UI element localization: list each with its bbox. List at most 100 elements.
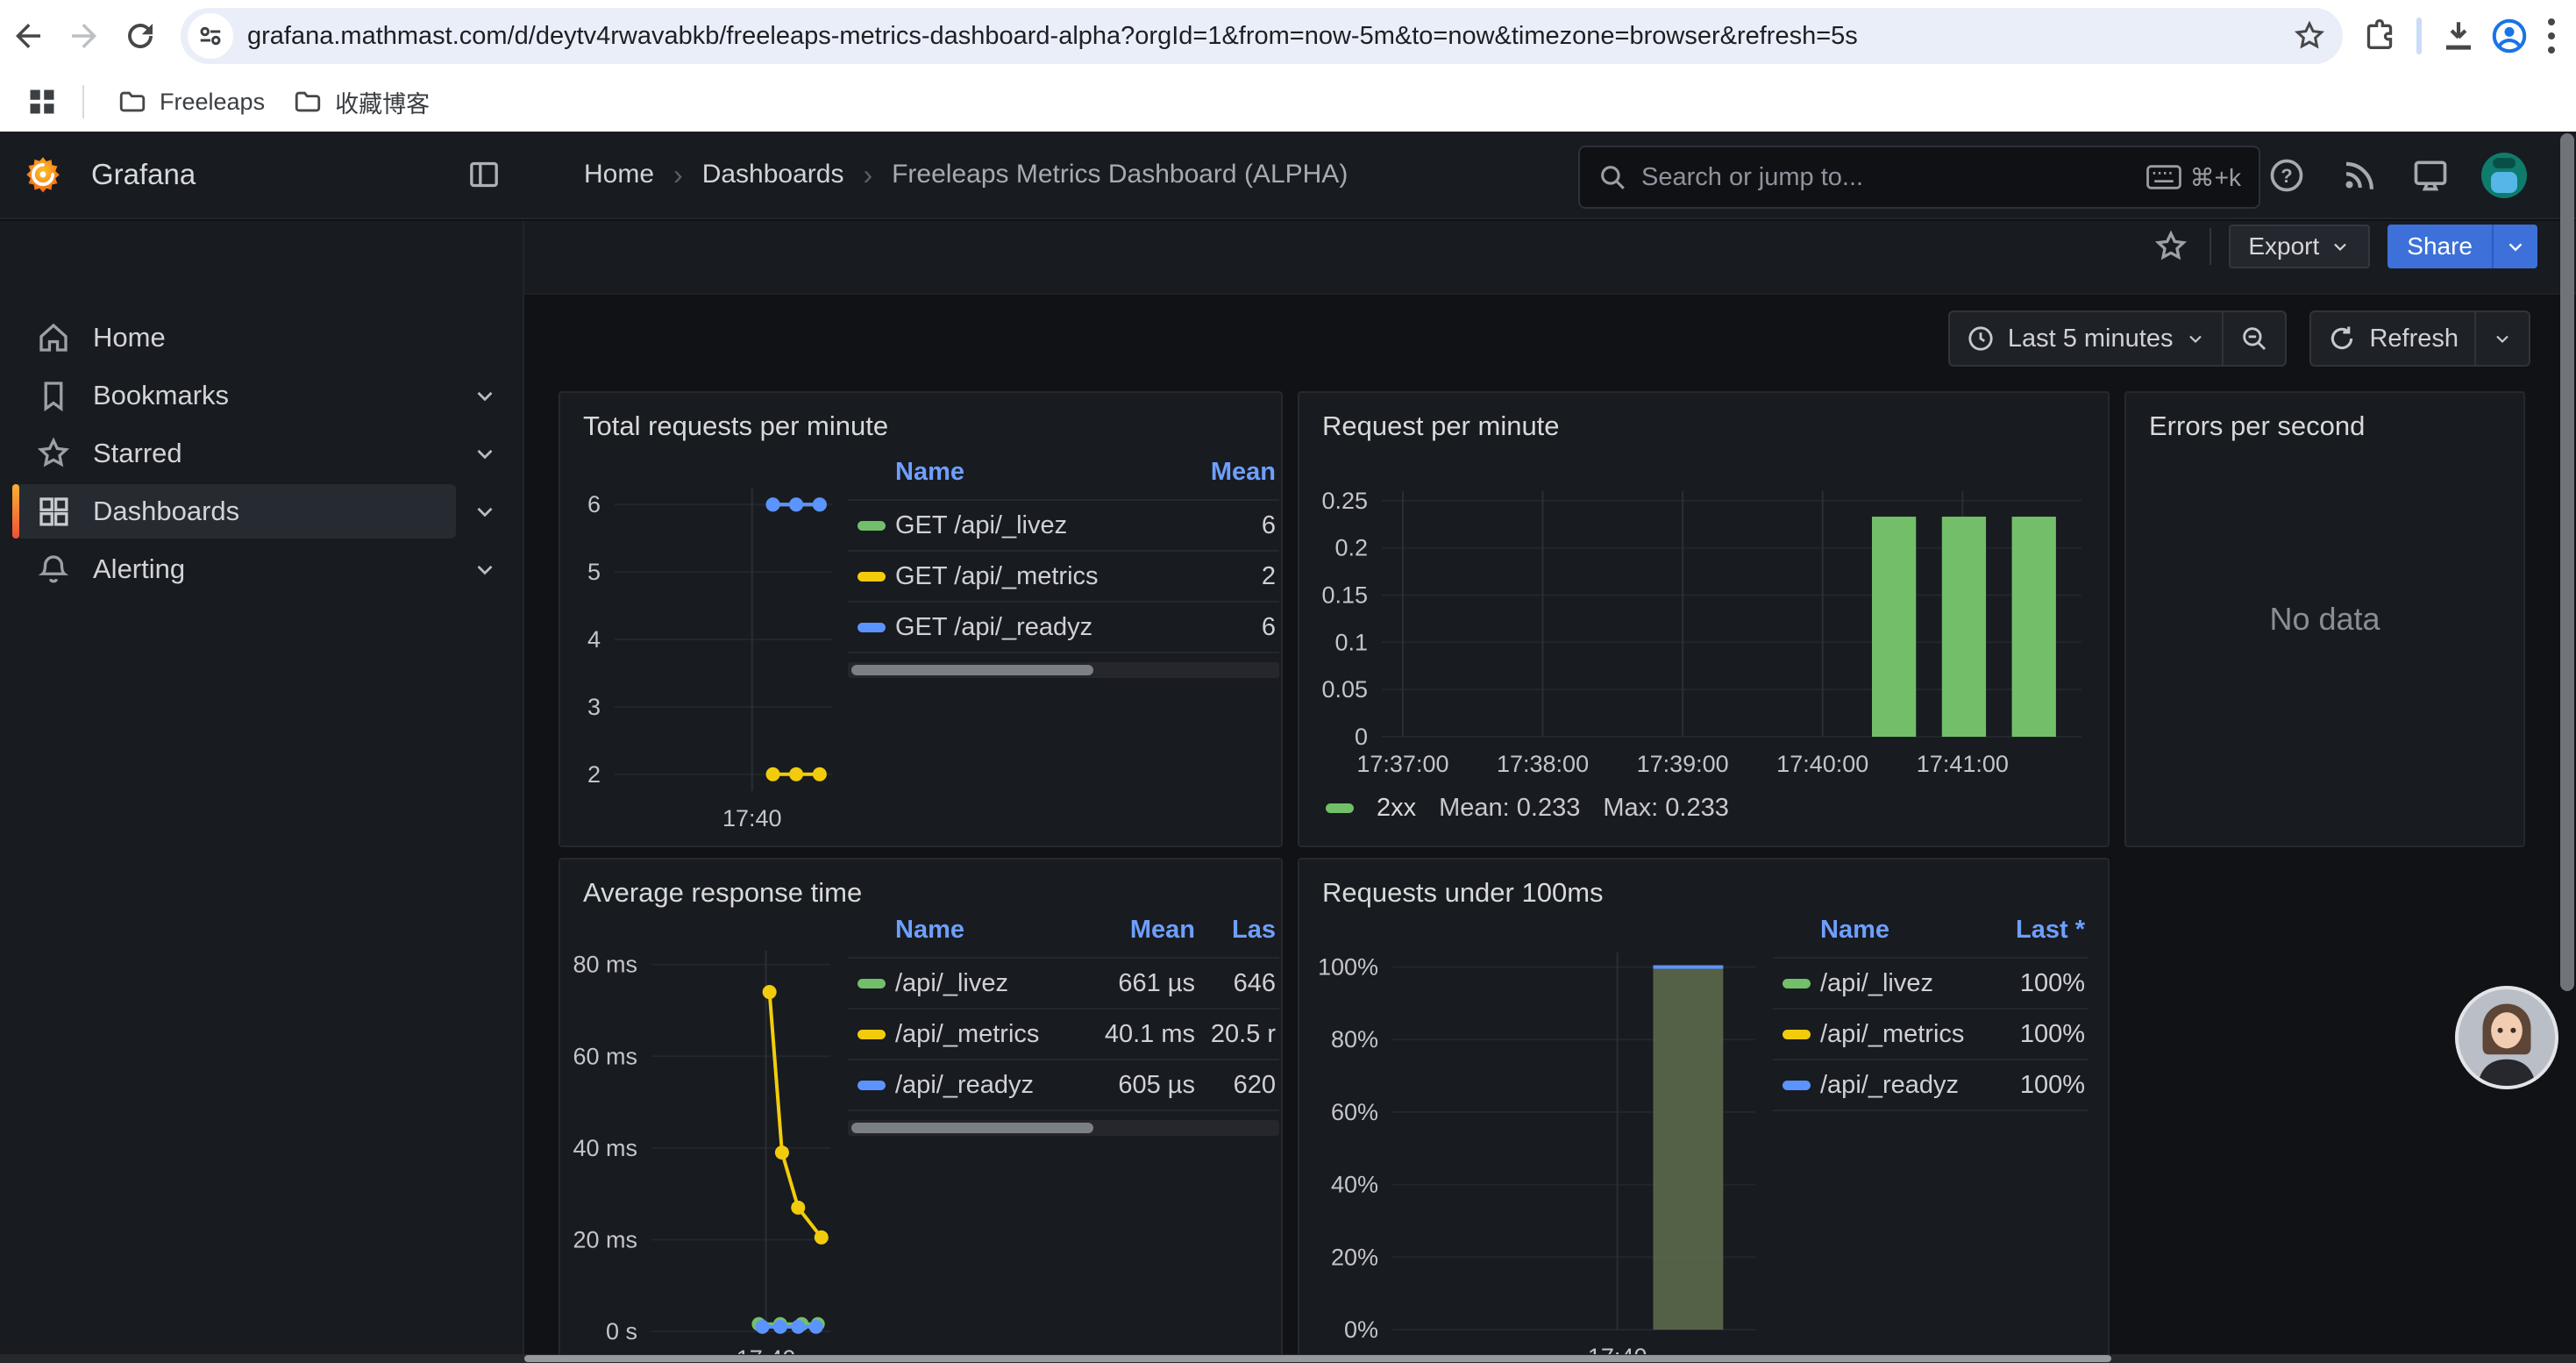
- column-header-mean[interactable]: Mean: [1183, 458, 1279, 487]
- series-name[interactable]: /api/_metrics: [895, 1020, 1076, 1049]
- panel-title[interactable]: Average response time: [583, 877, 862, 909]
- panel-title[interactable]: Request per minute: [1322, 410, 1560, 442]
- table-row[interactable]: GET /api/_livez 6: [848, 501, 1279, 552]
- series-name[interactable]: GET /api/_metrics: [895, 562, 1183, 591]
- sidebar-item-bookmarks[interactable]: Bookmarks: [12, 368, 523, 423]
- table-row[interactable]: /api/_metrics 100%: [1773, 1010, 2089, 1060]
- back-button[interactable]: [0, 8, 56, 64]
- mega-menu-dock-button[interactable]: [463, 153, 505, 196]
- panel-total-requests-per-minute[interactable]: Total requests per minute 6543217:40 Nam…: [559, 391, 1283, 847]
- average-response-time-chart[interactable]: 80 ms60 ms40 ms20 ms0 s17:40: [567, 933, 850, 1363]
- zoom-out-button[interactable]: [2224, 312, 2285, 365]
- series-name[interactable]: /api/_livez: [1820, 969, 1975, 998]
- column-header-name[interactable]: Name: [895, 458, 1183, 487]
- sidebar-item-home[interactable]: Home: [12, 310, 523, 365]
- svg-text:60 ms: 60 ms: [573, 1043, 637, 1069]
- column-header-mean[interactable]: Mean: [1076, 916, 1199, 945]
- share-menu-button[interactable]: [2492, 225, 2537, 268]
- table-row[interactable]: /api/_livez 100%: [1773, 959, 2089, 1010]
- legend-table: Name Mean GET /api/_livez 6 GET /api/_me…: [848, 451, 1279, 678]
- column-header-name[interactable]: Name: [1820, 916, 1975, 945]
- profile-button[interactable]: [2488, 15, 2530, 57]
- legend-horizontal-scrollbar[interactable]: [848, 662, 1279, 678]
- tv-mode-button[interactable]: [2409, 154, 2451, 196]
- grafana-header: Grafana Home › Dashboards › Freeleaps Me…: [0, 132, 2576, 219]
- search-input[interactable]: [1641, 163, 2146, 192]
- svg-text:0: 0: [1355, 724, 1368, 750]
- table-row[interactable]: /api/_readyz 605 µs 620: [848, 1060, 1279, 1111]
- extensions-button[interactable]: [2359, 15, 2401, 57]
- panel-title[interactable]: Requests under 100ms: [1322, 877, 1604, 909]
- chevron-down-icon[interactable]: [472, 382, 498, 409]
- series-color-dash: [857, 572, 886, 582]
- request-per-minute-chart[interactable]: 0.250.20.150.10.05017:37:0017:38:0017:39…: [1312, 467, 2094, 793]
- table-row[interactable]: GET /api/_metrics 2: [848, 552, 1279, 603]
- browser-menu-button[interactable]: [2539, 18, 2564, 54]
- tune-icon: [197, 23, 224, 49]
- panel-average-response-time[interactable]: Average response time 80 ms60 ms40 ms20 …: [559, 858, 1283, 1363]
- bookmark-folder-blogs[interactable]: 收藏博客: [279, 78, 444, 126]
- series-name[interactable]: /api/_readyz: [895, 1071, 1076, 1100]
- svg-text:80%: 80%: [1331, 1026, 1378, 1053]
- table-row[interactable]: /api/_readyz 100%: [1773, 1060, 2089, 1111]
- apps-grid-button[interactable]: [21, 81, 63, 123]
- forward-button[interactable]: [56, 8, 112, 64]
- downloads-button[interactable]: [2437, 15, 2480, 57]
- share-button[interactable]: Share: [2387, 225, 2492, 268]
- help-button[interactable]: ?: [2266, 154, 2308, 196]
- series-name[interactable]: GET /api/_livez: [895, 511, 1183, 540]
- chevron-down-icon[interactable]: [472, 440, 498, 467]
- url-input[interactable]: [247, 22, 2292, 51]
- column-header-last[interactable]: Last *: [1975, 916, 2089, 945]
- url-bar[interactable]: [181, 8, 2343, 64]
- bookmark-star-icon[interactable]: [2292, 18, 2327, 54]
- floating-assistant-avatar[interactable]: [2455, 986, 2558, 1089]
- column-header-name[interactable]: Name: [895, 916, 1076, 945]
- breadcrumb-dashboards[interactable]: Dashboards: [702, 160, 844, 189]
- series-name[interactable]: GET /api/_readyz: [895, 613, 1183, 642]
- breadcrumb: Home › Dashboards › Freeleaps Metrics Da…: [584, 159, 1348, 191]
- series-name[interactable]: /api/_readyz: [1820, 1071, 1975, 1100]
- panel-request-per-minute[interactable]: Request per minute 0.250.20.150.10.05017…: [1298, 391, 2110, 847]
- total-requests-chart[interactable]: 6543217:40: [567, 467, 850, 844]
- sidebar-item-starred[interactable]: Starred: [12, 426, 523, 481]
- svg-text:0.15: 0.15: [1321, 582, 1368, 608]
- refresh-interval-button[interactable]: [2476, 312, 2529, 365]
- series-mean: 40.1 ms: [1076, 1020, 1199, 1049]
- search-box[interactable]: ⌘+k: [1578, 146, 2260, 209]
- page-horizontal-scrollbar[interactable]: [0, 1354, 2576, 1363]
- series-name[interactable]: /api/_metrics: [1820, 1020, 1975, 1049]
- chevron-down-icon[interactable]: [472, 498, 498, 525]
- panel-title[interactable]: Total requests per minute: [583, 410, 888, 442]
- table-row[interactable]: /api/_metrics 40.1 ms 20.5 r: [848, 1010, 1279, 1060]
- bookmark-folder-freeleaps[interactable]: Freeleaps: [103, 80, 279, 124]
- table-row[interactable]: /api/_livez 661 µs 646: [848, 959, 1279, 1010]
- panel-title[interactable]: Errors per second: [2149, 410, 2365, 442]
- column-header-last[interactable]: Las: [1199, 916, 1279, 945]
- svg-text:40 ms: 40 ms: [573, 1135, 637, 1161]
- refresh-button[interactable]: Refresh: [2311, 312, 2474, 365]
- sidebar-item-dashboards[interactable]: Dashboards: [12, 484, 523, 539]
- clock-icon: [1966, 324, 1996, 353]
- breadcrumb-home[interactable]: Home: [584, 160, 654, 189]
- export-button[interactable]: Export: [2229, 225, 2370, 268]
- panel-errors-per-second[interactable]: Errors per second No data: [2124, 391, 2525, 847]
- user-avatar[interactable]: [2481, 153, 2527, 198]
- reload-button[interactable]: [112, 8, 168, 64]
- chevron-down-icon[interactable]: [472, 556, 498, 582]
- table-row[interactable]: GET /api/_readyz 6: [848, 603, 1279, 653]
- page-vertical-scrollbar[interactable]: [2560, 133, 2574, 991]
- panel-requests-under-100ms[interactable]: Requests under 100ms 100%80%60%40%20%0%1…: [1298, 858, 2110, 1363]
- legend-horizontal-scrollbar[interactable]: [848, 1120, 1279, 1136]
- legend-series-label[interactable]: 2xx: [1377, 794, 1416, 823]
- star-dashboard-button[interactable]: [2150, 225, 2192, 268]
- requests-under-100ms-chart[interactable]: 100%80%60%40%20%0%17:40: [1306, 930, 1771, 1359]
- news-button[interactable]: [2338, 154, 2380, 196]
- sidebar-item-alerting[interactable]: Alerting: [12, 542, 523, 596]
- legend-max: Max: 0.233: [1603, 794, 1728, 823]
- series-name[interactable]: /api/_livez: [895, 969, 1076, 998]
- series-last: 646: [1199, 969, 1279, 998]
- time-range-picker[interactable]: Last 5 minutes: [1950, 312, 2223, 365]
- site-settings-button[interactable]: [188, 13, 233, 59]
- series-last: 620: [1199, 1071, 1279, 1100]
